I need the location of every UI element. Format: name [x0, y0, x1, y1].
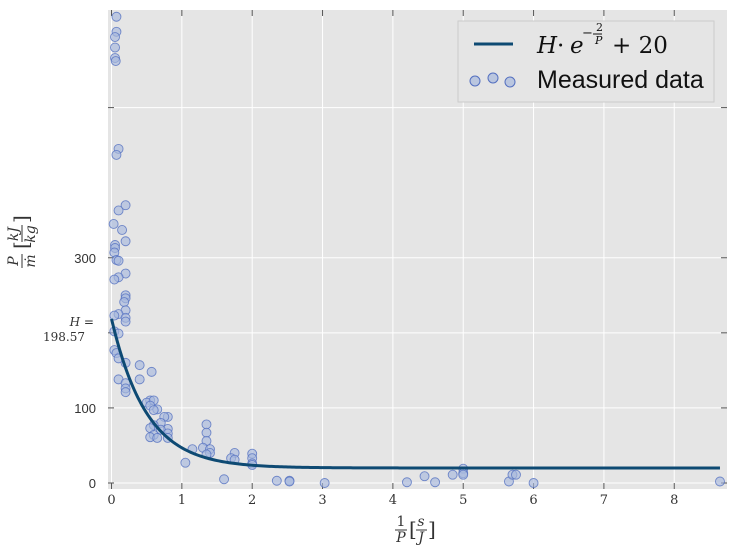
- svg-text:kg: kg: [23, 225, 39, 242]
- y-tick-label: 100: [74, 401, 96, 416]
- data-point: [134, 374, 145, 385]
- h-annotation: H = 198.57: [43, 315, 94, 344]
- data-point: [511, 469, 521, 480]
- data-point: [120, 316, 131, 327]
- data-point: [113, 205, 124, 216]
- svg-text:kJ: kJ: [6, 226, 22, 241]
- legend-marker: [504, 76, 516, 88]
- data-point: [110, 32, 120, 42]
- data-point: [152, 432, 163, 443]
- data-point: [119, 297, 130, 308]
- x-tick-label: 0: [107, 493, 115, 508]
- svg-text:]: ]: [428, 517, 436, 541]
- data-point: [180, 457, 191, 468]
- svg-text:−: −: [582, 26, 593, 41]
- legend-marker: [487, 72, 499, 84]
- data-point: [113, 255, 124, 266]
- data-point: [528, 478, 539, 488]
- data-point: [117, 225, 128, 235]
- data-point: [109, 310, 120, 321]
- x-tick-label: 2: [248, 493, 256, 508]
- data-point: [458, 469, 469, 480]
- fit-line: [110, 318, 720, 470]
- data-point: [109, 274, 120, 285]
- svg-text:[: [: [409, 517, 417, 541]
- data-point: [447, 469, 458, 480]
- legend: H · e − 2 P + 20 Measured data: [457, 20, 715, 103]
- data-point: [201, 419, 212, 430]
- data-point: [110, 42, 120, 53]
- svg-text:H: H: [536, 33, 558, 59]
- data-point: [120, 236, 131, 247]
- svg-text:·: ·: [557, 33, 564, 59]
- h-annotation-label: H =: [69, 315, 94, 329]
- data-point: [401, 477, 412, 488]
- x-tick-label: 7: [600, 493, 608, 508]
- y-tick-label: 300: [74, 251, 96, 266]
- svg-text:P: P: [395, 530, 406, 546]
- svg-text:s: s: [417, 514, 424, 530]
- x-tick-label: 8: [670, 493, 678, 508]
- data-point: [419, 471, 430, 482]
- data-point: [108, 219, 119, 229]
- svg-text:2: 2: [596, 21, 603, 34]
- svg-text:P: P: [594, 34, 603, 47]
- ticks: [108, 10, 727, 489]
- svg-text:1: 1: [397, 514, 406, 530]
- data-point: [146, 366, 157, 377]
- data-point: [110, 56, 121, 67]
- data-point: [201, 427, 212, 438]
- svg-text:[: [: [9, 241, 33, 249]
- svg-text:ṁ: ṁ: [23, 254, 39, 267]
- x-tick-label: 3: [318, 493, 326, 508]
- data-point: [319, 478, 330, 488]
- legend-marker: [469, 75, 481, 87]
- svg-text:]: ]: [9, 215, 33, 223]
- data-point: [120, 387, 131, 398]
- x-axis-label: 1 P [ s J ]: [395, 514, 436, 546]
- data-point: [271, 475, 282, 486]
- data-point: [284, 476, 295, 487]
- data-point: [111, 11, 122, 22]
- legend-line-label: H · e − 2 P + 20: [536, 21, 668, 59]
- data-point: [715, 476, 725, 487]
- data-point: [120, 200, 131, 211]
- svg-text:P: P: [6, 256, 22, 267]
- data-point: [111, 149, 122, 160]
- x-tick-label: 5: [459, 493, 467, 508]
- x-tick-label: 6: [529, 493, 537, 508]
- x-tick-label: 1: [178, 493, 186, 508]
- svg-text:e: e: [570, 33, 584, 59]
- data-point: [134, 360, 145, 371]
- data-point: [430, 477, 441, 488]
- y-tick-labels: 0 100 300: [74, 251, 96, 491]
- h-annotation-value: 198.57: [43, 330, 85, 344]
- svg-text:+ 20: + 20: [612, 33, 668, 59]
- x-tick-label: 4: [389, 493, 397, 508]
- data-point: [219, 474, 230, 485]
- svg-text:J: J: [415, 530, 425, 546]
- legend-scatter-label: Measured data: [537, 66, 704, 94]
- y-axis-label: P ṁ [ kJ kg ]: [6, 215, 39, 268]
- legend-box: [457, 20, 715, 103]
- data-point: [148, 405, 159, 416]
- x-tick-labels: 0 1 2 3 4 5 6 7 8: [107, 493, 678, 508]
- y-tick-label: 0: [89, 476, 96, 491]
